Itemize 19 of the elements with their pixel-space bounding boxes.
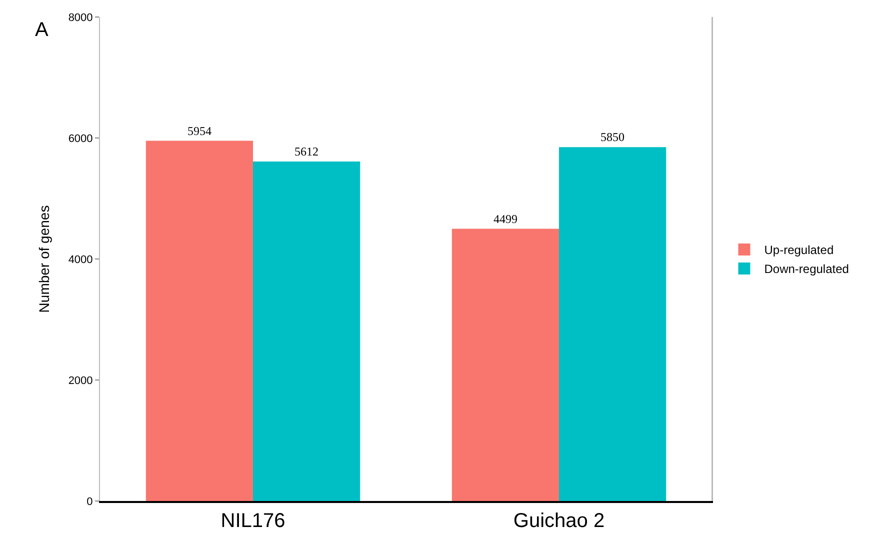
x-tick-label: Guichao 2 <box>513 510 605 532</box>
text: A <box>35 19 49 41</box>
y-tick-label: 6000 <box>68 132 93 145</box>
bar <box>253 161 360 501</box>
bar <box>559 147 666 501</box>
data-label: 5850 <box>600 130 625 144</box>
y-tick-label: 2000 <box>68 374 93 387</box>
y-tick-label: 8000 <box>68 12 93 24</box>
data-label: 5954 <box>187 124 212 138</box>
y-tick-label: 0 <box>86 496 93 508</box>
data-label: 4499 <box>493 212 518 226</box>
bar <box>452 228 559 501</box>
x-tick-label: NIL176 <box>220 510 286 532</box>
y-tick-label: 4000 <box>68 254 93 266</box>
y-axis-title: Number of genes <box>36 205 52 313</box>
data-label: 5612 <box>294 144 319 158</box>
bar <box>146 140 253 501</box>
legend-label: Up-regulated <box>764 243 834 258</box>
legend-label: Down-regulated <box>764 262 849 276</box>
